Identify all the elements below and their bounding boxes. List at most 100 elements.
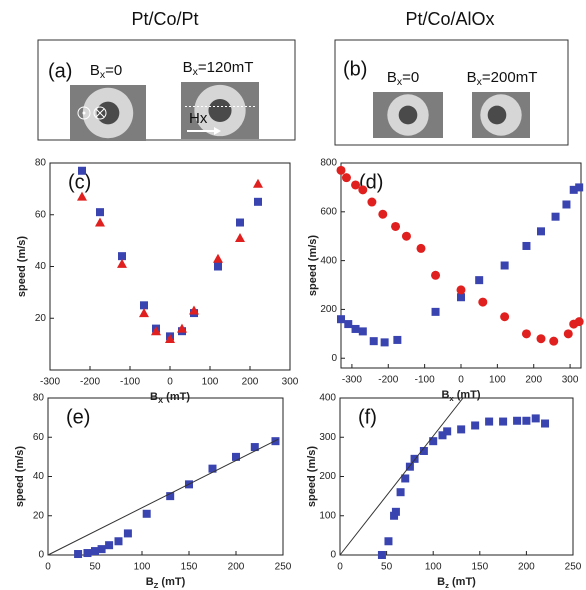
point (209, 465, 217, 473)
x-tick-label: 0 (458, 375, 464, 386)
x-tick-label: -300 (40, 377, 60, 388)
y-tick-label: 20 (33, 510, 45, 521)
rest: =120mT (198, 59, 253, 76)
y-tick-label: 40 (35, 261, 47, 272)
symbol: B (90, 62, 100, 79)
panel-label: (b) (343, 58, 367, 80)
x-tick-label: 200 (228, 562, 245, 573)
point (381, 338, 389, 346)
label: Bx=0 (387, 69, 419, 88)
symbol: B (441, 389, 449, 401)
x-tick-label: 300 (562, 375, 579, 386)
point (370, 337, 378, 345)
point (342, 173, 351, 182)
label: Bx=200mT (467, 69, 538, 88)
point (352, 325, 360, 333)
symbol: B (387, 69, 397, 86)
point (105, 541, 113, 549)
y-tick-label: 400 (319, 393, 336, 404)
point (95, 218, 105, 227)
point (522, 329, 531, 338)
point (254, 198, 262, 206)
point (117, 259, 127, 268)
y-tick-label: 60 (35, 209, 47, 220)
x-tick-label: 0 (167, 377, 173, 388)
y-tick-label: 400 (320, 255, 337, 266)
point (549, 337, 558, 346)
point (457, 285, 466, 294)
y-tick-label: 800 (320, 158, 337, 169)
point (359, 327, 367, 335)
x-tick-label: 250 (565, 562, 582, 573)
point (358, 185, 367, 194)
rest: (mT) (158, 576, 185, 588)
x-tick-label: 100 (202, 377, 219, 388)
panel-frame (335, 40, 568, 145)
arrow-label: Hx (189, 110, 208, 127)
point (253, 179, 263, 188)
point (429, 437, 437, 445)
x-tick-label: 0 (45, 562, 51, 573)
point (485, 418, 493, 426)
point (139, 308, 149, 317)
point (391, 222, 400, 231)
point (378, 210, 387, 219)
point (236, 219, 244, 227)
point (235, 233, 245, 242)
x-tick-label: 50 (381, 562, 393, 573)
x-tick-label: 200 (242, 377, 259, 388)
point (337, 315, 345, 323)
point (443, 427, 451, 435)
point (78, 167, 86, 175)
point (513, 417, 521, 425)
point (96, 208, 104, 216)
point (344, 320, 352, 328)
rest: =0 (402, 69, 419, 86)
point (532, 414, 540, 422)
point (392, 508, 400, 516)
point (522, 242, 530, 250)
column-title: Pt/Co/Pt (131, 9, 198, 29)
symbol-dot (83, 112, 86, 115)
y-tick-label: 0 (331, 353, 337, 364)
x-tick-label: -200 (378, 375, 398, 386)
y-tick-label: 200 (320, 304, 337, 315)
point (367, 198, 376, 207)
y-tick-label: 80 (35, 158, 47, 169)
panel-label: (f) (358, 406, 377, 428)
symbol: B (437, 576, 445, 588)
point (213, 254, 223, 263)
x-tick-label: 50 (89, 562, 101, 573)
point (115, 537, 123, 545)
point (475, 276, 483, 284)
label: BZ (mT) (146, 576, 186, 590)
x-tick-label: 100 (489, 375, 506, 386)
point (575, 183, 583, 191)
point (478, 298, 487, 307)
y-tick-label: 40 (33, 471, 45, 482)
point (575, 317, 584, 326)
image-core (399, 106, 418, 125)
x-tick-label: -100 (415, 375, 435, 386)
x-tick-label: -300 (342, 375, 362, 386)
point (500, 312, 509, 321)
x-tick-label: 200 (525, 375, 542, 386)
x-tick-label: 250 (275, 562, 292, 573)
x-tick-label: 150 (471, 562, 488, 573)
y-tick-label: 80 (33, 393, 45, 404)
rest: =200mT (482, 69, 537, 86)
symbol: B (467, 69, 477, 86)
point (537, 227, 545, 235)
point (431, 271, 440, 280)
point (457, 293, 465, 301)
y-axis-label: speed (m/s) (16, 236, 28, 297)
y-axis-label: speed (m/s) (307, 235, 319, 296)
point (83, 549, 91, 557)
point (402, 232, 411, 241)
symbol: B (146, 576, 154, 588)
point (541, 420, 549, 428)
point (501, 262, 509, 270)
point (214, 263, 222, 271)
point (552, 213, 560, 221)
point (471, 421, 479, 429)
